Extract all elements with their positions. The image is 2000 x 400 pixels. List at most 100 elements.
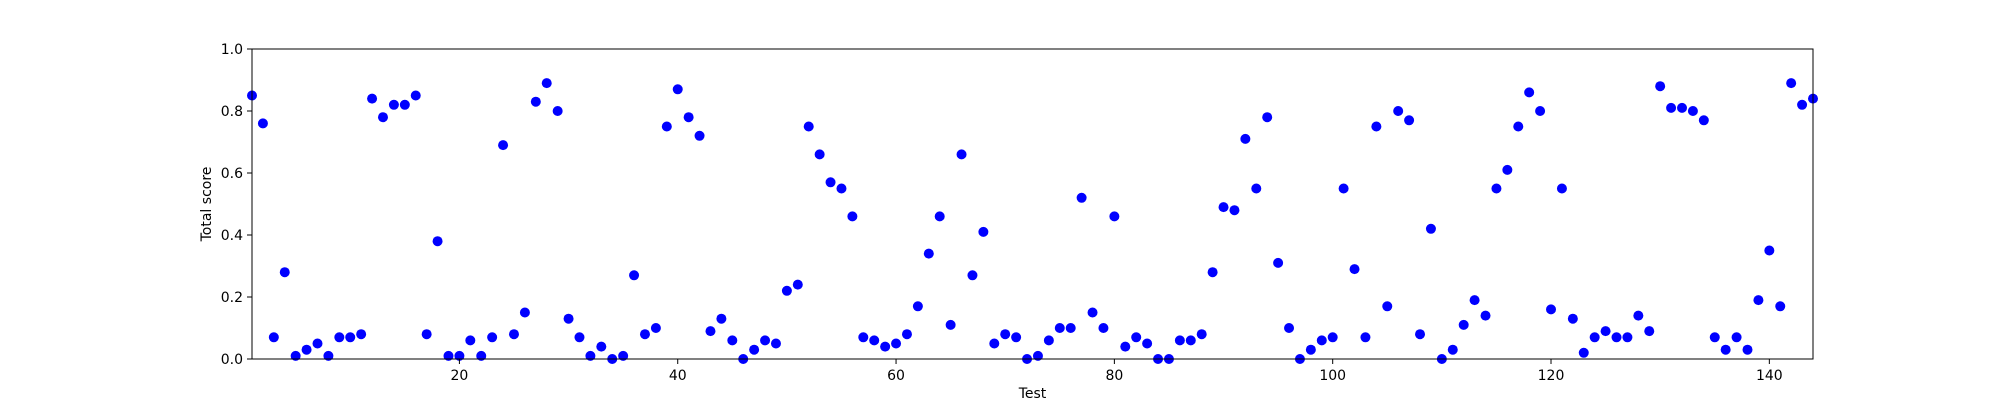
data-point: [519, 307, 530, 318]
data-point: [1251, 183, 1262, 194]
data-point: [279, 267, 290, 278]
data-point: [1142, 338, 1153, 349]
data-point: [683, 112, 694, 123]
data-point: [1458, 319, 1469, 330]
data-point: [858, 332, 869, 343]
data-point: [694, 130, 705, 141]
data-point: [334, 332, 345, 343]
data-point: [956, 149, 967, 160]
data-point: [618, 350, 629, 361]
data-point: [290, 350, 301, 361]
data-point: [301, 344, 312, 355]
data-point: [377, 112, 388, 123]
data-point: [1000, 329, 1011, 340]
data-point: [1469, 295, 1480, 306]
data-point: [825, 177, 836, 188]
data-point: [268, 332, 279, 343]
data-point: [1546, 304, 1557, 315]
data-point: [1480, 310, 1491, 321]
data-point: [1262, 112, 1273, 123]
data-point: [891, 338, 902, 349]
x-tick-label: 80: [1105, 368, 1123, 384]
x-tick-label: 140: [1756, 368, 1783, 384]
data-point: [345, 332, 356, 343]
data-point: [1316, 335, 1327, 346]
data-point: [454, 350, 465, 361]
data-point: [1698, 115, 1709, 126]
data-point: [443, 350, 454, 361]
data-point: [1644, 326, 1655, 337]
data-point: [629, 270, 640, 281]
data-point: [945, 319, 956, 330]
data-point: [880, 341, 891, 352]
data-point: [1524, 87, 1535, 98]
data-point: [1120, 341, 1131, 352]
data-point: [530, 96, 541, 107]
data-point: [1633, 310, 1644, 321]
data-point: [847, 211, 858, 222]
data-point: [1076, 192, 1087, 203]
data-point: [770, 338, 781, 349]
data-point: [1174, 335, 1185, 346]
y-tick-label: 0.8: [221, 104, 243, 120]
data-point: [1349, 264, 1360, 275]
x-tick-label: 100: [1319, 368, 1346, 384]
data-point: [1775, 301, 1786, 312]
data-point: [836, 183, 847, 194]
data-point: [1502, 164, 1513, 175]
y-axis: 0.0 0.2 0.4 0.6 0.8 1.0: [221, 42, 252, 368]
x-tick-label: 40: [669, 368, 687, 384]
data-point: [749, 344, 760, 355]
data-point: [901, 329, 912, 340]
data-point: [716, 313, 727, 324]
data-point: [1567, 313, 1578, 324]
data-point: [1240, 133, 1251, 144]
x-tick-label: 60: [887, 368, 905, 384]
data-point: [1655, 81, 1666, 92]
data-point: [1371, 121, 1382, 132]
data-point: [585, 350, 596, 361]
data-point: [432, 236, 443, 247]
data-point: [1786, 78, 1797, 89]
data-point: [1087, 307, 1098, 318]
y-tick-label: 0.0: [221, 352, 243, 368]
data-point: [650, 323, 661, 333]
data-point: [257, 118, 268, 129]
y-axis-label: Total score: [199, 167, 215, 243]
data-point: [978, 226, 989, 237]
data-point: [399, 99, 410, 110]
data-point: [1273, 257, 1284, 268]
data-point: [1600, 326, 1611, 337]
x-tick-label: 120: [1538, 368, 1565, 384]
data-point: [1687, 106, 1698, 116]
x-axis-label: Test: [1018, 386, 1047, 400]
data-point: [388, 99, 399, 110]
data-point: [476, 350, 487, 361]
data-point: [1589, 332, 1600, 343]
data-point: [1447, 344, 1458, 355]
data-point: [792, 279, 803, 290]
data-point: [312, 338, 323, 349]
data-point: [1032, 350, 1043, 361]
data-point: [574, 332, 585, 343]
data-point: [1622, 332, 1633, 343]
data-point: [1677, 102, 1688, 113]
data-point: [923, 248, 934, 259]
data-point: [1393, 106, 1404, 116]
data-point: [727, 335, 738, 346]
data-point: [1011, 332, 1022, 343]
data-point: [1131, 332, 1142, 343]
data-point: [421, 329, 432, 340]
data-point: [1305, 344, 1316, 355]
data-point: [1491, 183, 1502, 194]
data-point: [1207, 267, 1218, 278]
data-point: [639, 329, 650, 340]
data-point: [596, 341, 607, 352]
data-point: [508, 329, 519, 340]
data-point: [1753, 295, 1764, 306]
data-point: [1185, 335, 1196, 346]
data-point: [912, 301, 923, 312]
data-point: [1742, 344, 1753, 355]
data-point: [1578, 347, 1589, 358]
